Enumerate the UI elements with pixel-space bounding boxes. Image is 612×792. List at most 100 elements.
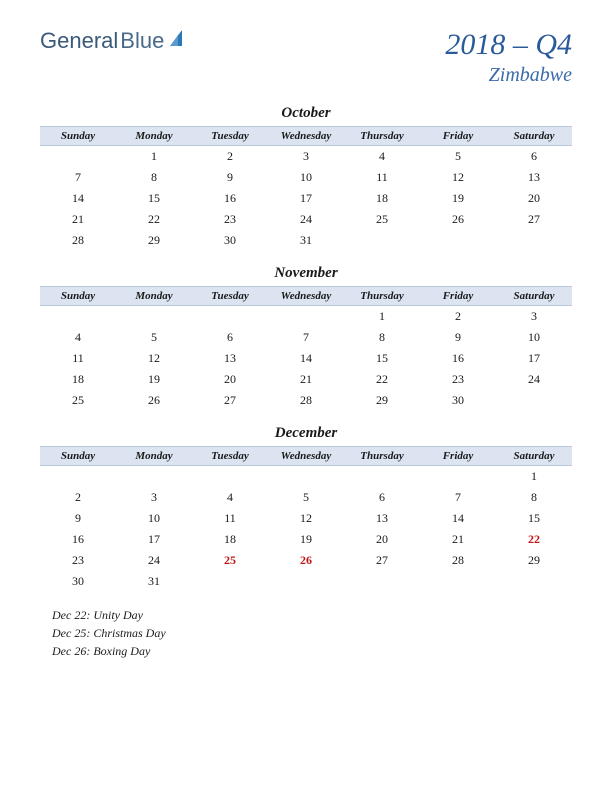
- day-cell: 13: [496, 167, 572, 188]
- day-cell: 16: [40, 529, 116, 550]
- day-cell: 9: [40, 508, 116, 529]
- day-cell: [344, 571, 420, 592]
- day-cell: 18: [344, 188, 420, 209]
- day-cell: 9: [420, 327, 496, 348]
- day-cell: 5: [420, 146, 496, 168]
- day-header: Tuesday: [192, 447, 268, 466]
- day-cell: 16: [192, 188, 268, 209]
- day-cell: 1: [344, 306, 420, 328]
- day-cell: [192, 571, 268, 592]
- day-cell: 19: [420, 188, 496, 209]
- day-cell: [268, 571, 344, 592]
- day-cell: 22: [344, 369, 420, 390]
- day-cell: 31: [268, 230, 344, 251]
- day-cell: [496, 230, 572, 251]
- day-cell: 28: [420, 550, 496, 571]
- month-block: OctoberSundayMondayTuesdayWednesdayThurs…: [40, 105, 572, 251]
- day-cell: 20: [192, 369, 268, 390]
- week-row: 21222324252627: [40, 209, 572, 230]
- day-cell: [192, 306, 268, 328]
- day-cell: 6: [344, 487, 420, 508]
- logo: GeneralBlue: [40, 28, 186, 54]
- day-cell: 29: [344, 390, 420, 411]
- day-cell: 30: [420, 390, 496, 411]
- week-row: 2345678: [40, 487, 572, 508]
- week-row: 28293031: [40, 230, 572, 251]
- day-cell: 6: [192, 327, 268, 348]
- day-cell: 3: [496, 306, 572, 328]
- week-row: 9101112131415: [40, 508, 572, 529]
- day-cell: 4: [40, 327, 116, 348]
- day-header: Monday: [116, 287, 192, 306]
- day-cell: 18: [40, 369, 116, 390]
- week-row: 78910111213: [40, 167, 572, 188]
- week-row: 11121314151617: [40, 348, 572, 369]
- day-cell: 15: [116, 188, 192, 209]
- day-header: Monday: [116, 127, 192, 146]
- day-cell: 7: [268, 327, 344, 348]
- day-cell: 2: [192, 146, 268, 168]
- day-cell: 24: [496, 369, 572, 390]
- day-cell: [40, 306, 116, 328]
- day-cell: 12: [116, 348, 192, 369]
- day-header: Monday: [116, 447, 192, 466]
- day-cell: [420, 571, 496, 592]
- day-cell: 8: [344, 327, 420, 348]
- day-cell: 30: [192, 230, 268, 251]
- week-row: 3031: [40, 571, 572, 592]
- day-cell: 24: [116, 550, 192, 571]
- day-cell: 28: [268, 390, 344, 411]
- day-cell: 21: [268, 369, 344, 390]
- day-header: Saturday: [496, 127, 572, 146]
- day-cell: 26: [420, 209, 496, 230]
- day-cell: 18: [192, 529, 268, 550]
- day-cell: 10: [116, 508, 192, 529]
- day-cell: 9: [192, 167, 268, 188]
- title-block: 2018 – Q4 Zimbabwe: [445, 28, 572, 87]
- day-header: Friday: [420, 447, 496, 466]
- day-cell: 11: [192, 508, 268, 529]
- day-cell: 29: [116, 230, 192, 251]
- day-cell: 25: [192, 550, 268, 571]
- logo-text-1: General: [40, 28, 118, 54]
- holiday-item: Dec 25: Christmas Day: [52, 624, 572, 642]
- week-row: 123: [40, 306, 572, 328]
- day-cell: 14: [268, 348, 344, 369]
- day-cell: 12: [268, 508, 344, 529]
- day-cell: 3: [268, 146, 344, 168]
- title-sub: Zimbabwe: [445, 64, 572, 87]
- day-cell: 1: [116, 146, 192, 168]
- day-cell: 14: [420, 508, 496, 529]
- week-row: 16171819202122: [40, 529, 572, 550]
- month-block: NovemberSundayMondayTuesdayWednesdayThur…: [40, 265, 572, 411]
- day-cell: 8: [116, 167, 192, 188]
- day-cell: 14: [40, 188, 116, 209]
- month-block: DecemberSundayMondayTuesdayWednesdayThur…: [40, 425, 572, 592]
- day-cell: 21: [420, 529, 496, 550]
- title-main: 2018 – Q4: [445, 28, 572, 62]
- day-cell: 12: [420, 167, 496, 188]
- week-row: 18192021222324: [40, 369, 572, 390]
- day-cell: 7: [40, 167, 116, 188]
- calendar-table: SundayMondayTuesdayWednesdayThursdayFrid…: [40, 126, 572, 251]
- day-cell: 3: [116, 487, 192, 508]
- day-cell: [40, 466, 116, 488]
- day-cell: 11: [344, 167, 420, 188]
- day-cell: 22: [116, 209, 192, 230]
- day-header: Sunday: [40, 127, 116, 146]
- logo-text-2: Blue: [120, 28, 164, 54]
- day-cell: 11: [40, 348, 116, 369]
- day-cell: [40, 146, 116, 168]
- day-cell: 23: [40, 550, 116, 571]
- day-header: Tuesday: [192, 127, 268, 146]
- day-cell: 31: [116, 571, 192, 592]
- day-cell: 19: [268, 529, 344, 550]
- week-row: 14151617181920: [40, 188, 572, 209]
- day-header: Saturday: [496, 447, 572, 466]
- day-cell: 1: [496, 466, 572, 488]
- day-cell: 5: [268, 487, 344, 508]
- week-row: 123456: [40, 146, 572, 168]
- day-cell: 27: [496, 209, 572, 230]
- day-cell: [116, 466, 192, 488]
- sail-icon: [168, 28, 186, 54]
